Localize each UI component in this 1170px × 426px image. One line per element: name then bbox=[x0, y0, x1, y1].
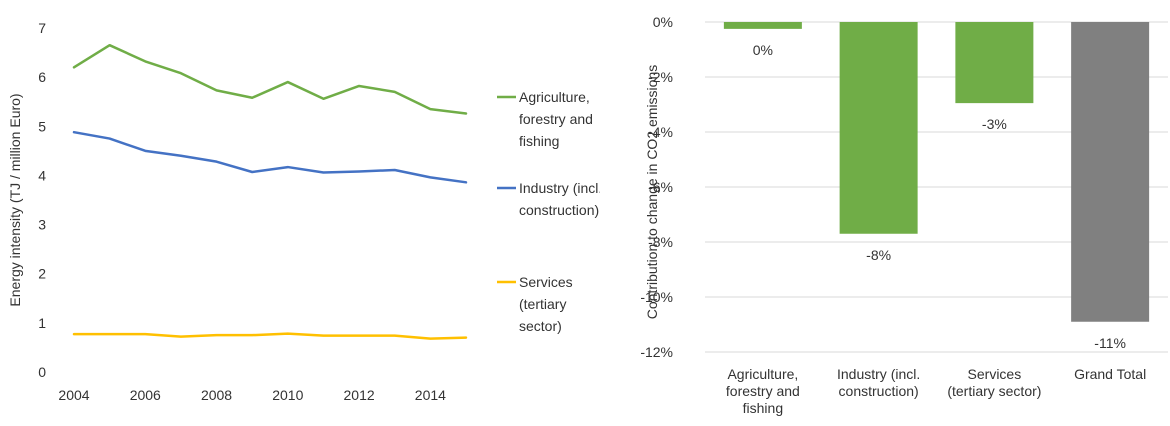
x-tick-label: 2006 bbox=[130, 387, 161, 403]
y-axis-title: Contribution to change in CO2 emissions bbox=[644, 65, 660, 319]
data-label: -3% bbox=[982, 116, 1007, 132]
y-tick-label: -6% bbox=[648, 179, 673, 195]
data-label: -8% bbox=[866, 247, 891, 263]
series-line-3 bbox=[72, 332, 468, 340]
energy-intensity-line-chart: 0 1 2 3 4 5 6 7 2004 2006 2008 2010 2012 2014 Energy i… bbox=[7, 20, 600, 403]
y-tick-label: 1 bbox=[38, 315, 46, 331]
category-label: forestry and bbox=[726, 383, 800, 399]
data-label: -11% bbox=[1094, 335, 1126, 351]
x-tick-label: 2010 bbox=[272, 387, 303, 403]
legend-label: (tertiary bbox=[519, 296, 566, 312]
y-tick-label: 2 bbox=[38, 266, 46, 282]
x-tick-label: 2004 bbox=[58, 387, 89, 403]
x-tick-label: 2008 bbox=[201, 387, 232, 403]
category-label: (tertiary sector) bbox=[947, 383, 1041, 399]
y-tick-label: 6 bbox=[38, 69, 46, 85]
y-tick-label: -10% bbox=[640, 289, 673, 305]
y-tick-label: 0% bbox=[653, 14, 673, 30]
legend-label: Agriculture, bbox=[519, 89, 590, 105]
legend-label: Services bbox=[519, 274, 573, 290]
legend-label: fishing bbox=[519, 133, 559, 149]
legend-label: sector) bbox=[519, 318, 562, 334]
data-label: 0% bbox=[753, 42, 773, 58]
y-tick-label: 7 bbox=[38, 20, 46, 36]
bar bbox=[1071, 22, 1150, 322]
x-tick-label: 2012 bbox=[344, 387, 375, 403]
bar bbox=[839, 22, 918, 234]
legend-label: construction) bbox=[519, 202, 599, 218]
category-label: fishing bbox=[743, 400, 783, 416]
y-tick-label: 0 bbox=[38, 364, 46, 380]
y-tick-label: 5 bbox=[38, 118, 46, 134]
co2-contribution-bar-chart: 0% -2% -4% -6% -8% -10% -12% Contribution to ch… bbox=[640, 14, 1168, 416]
category-label: Industry (incl. bbox=[837, 366, 920, 382]
y-tick-label: -8% bbox=[648, 234, 673, 250]
y-tick-label: -4% bbox=[648, 124, 673, 140]
category-label: Grand Total bbox=[1074, 366, 1146, 382]
category-label: Agriculture, bbox=[727, 366, 798, 382]
y-tick-label: -2% bbox=[648, 69, 673, 85]
y-tick-label: 3 bbox=[38, 217, 46, 233]
y-tick-label: 4 bbox=[38, 167, 46, 183]
series-line-1 bbox=[72, 43, 468, 115]
category-label: Services bbox=[968, 366, 1022, 382]
bar bbox=[955, 22, 1034, 104]
category-label: construction) bbox=[839, 383, 919, 399]
x-tick-label: 2014 bbox=[415, 387, 446, 403]
series-line-2 bbox=[72, 130, 468, 184]
legend-label: Industry (incl. bbox=[519, 180, 600, 196]
legend-label: forestry and bbox=[519, 111, 593, 127]
bar bbox=[723, 22, 802, 29]
y-axis-title: Energy intensity (TJ / million Euro) bbox=[7, 93, 23, 306]
y-tick-label: -12% bbox=[640, 344, 673, 360]
